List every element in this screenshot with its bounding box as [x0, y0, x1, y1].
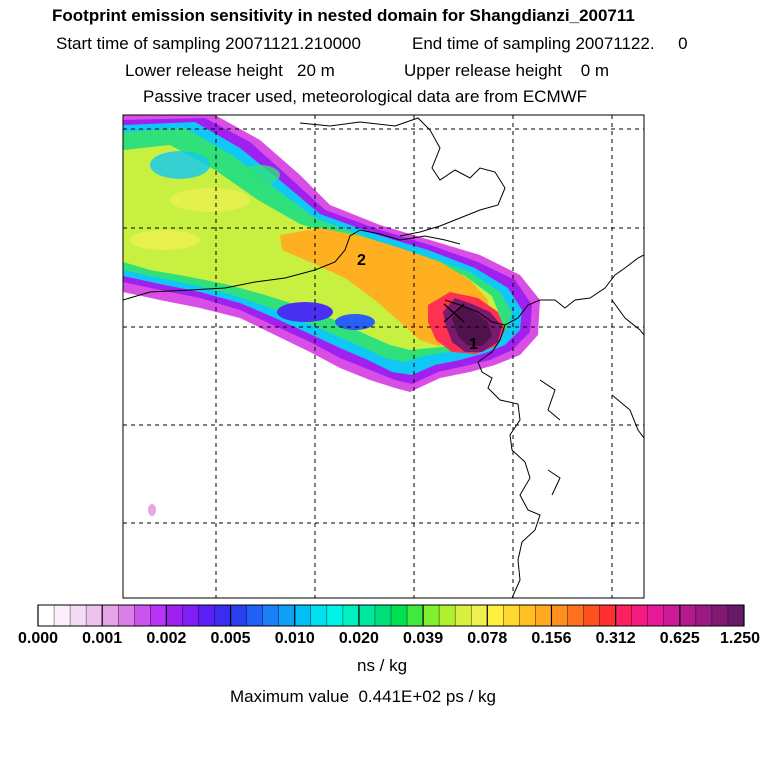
colorbar-cell — [118, 605, 135, 626]
colorbar-cell — [374, 605, 392, 626]
plume-spot-blue — [277, 302, 333, 322]
colorbar-cell — [294, 605, 312, 626]
plume-spot-cyan — [150, 151, 210, 179]
colorbar-cell — [54, 605, 71, 626]
colorbar-tick-label: 0.156 — [531, 630, 572, 647]
colorbar-cell — [102, 605, 119, 626]
colorbar-cell — [647, 605, 665, 626]
colorbar-cell — [567, 605, 585, 626]
colorbar-cell — [86, 605, 103, 626]
colorbar-tick-label: 0.020 — [338, 630, 379, 647]
colorbar-tick-label: 0.000 — [17, 630, 59, 647]
colorbar-cell — [503, 605, 520, 626]
colorbar-cell — [423, 605, 440, 626]
colorbar-cell — [214, 605, 232, 626]
colorbar-cell — [166, 605, 183, 626]
plume-spot-green — [240, 165, 280, 185]
colorbar-cell — [455, 605, 472, 626]
colorbar-cell — [262, 605, 280, 626]
coastlines — [123, 117, 644, 598]
lower-release-height-label: Lower release height 20 m — [125, 61, 335, 80]
colorbar-cell — [134, 605, 151, 626]
colorbar-cell — [182, 605, 199, 626]
start-time-label: Start time of sampling 20071121.210000 — [56, 34, 361, 53]
colorbar-cell — [695, 605, 713, 626]
colorbar-cell — [599, 605, 617, 626]
marker-label-2: 2 — [357, 252, 366, 269]
colorbar-tick-label: 0.010 — [274, 630, 315, 647]
colorbar-cell — [663, 605, 681, 626]
colorbar-cell — [278, 605, 296, 626]
colorbar-cell — [727, 605, 745, 626]
colorbar-cell — [246, 605, 264, 626]
colorbar-cell — [551, 605, 568, 626]
plume-core — [452, 306, 492, 346]
colorbar-cell — [471, 605, 488, 626]
colorbar-cell — [679, 605, 697, 626]
colorbar-cell — [711, 605, 729, 626]
map-grid — [123, 115, 644, 598]
colorbar-cell — [70, 605, 87, 626]
colorbar-cell — [310, 605, 328, 626]
upper-release-height-label: Upper release height 0 m — [404, 61, 610, 80]
isolated-spot — [148, 504, 156, 516]
plume-spot-yellow-2 — [130, 230, 200, 250]
colorbar-tick-label: 1.250 — [719, 630, 761, 647]
map-title: Footprint emission sensitivity in nested… — [52, 6, 635, 25]
colorbar-major-ticks — [37, 605, 745, 626]
colorbar-cell — [150, 605, 167, 626]
plume-spot-blue-2 — [335, 314, 375, 330]
colorbar-cell — [198, 605, 215, 626]
colorbar-tick-label: 0.039 — [403, 630, 444, 647]
colorbar-tick-label: 0.001 — [82, 630, 123, 647]
sensitivity-plume — [123, 115, 540, 516]
colorbar-tick-label: 0.002 — [146, 630, 187, 647]
colorbar-cell — [535, 605, 552, 626]
tracer-info-label: Passive tracer used, meteorological data… — [143, 87, 588, 106]
end-time-label: End time of sampling 20071122. 0 — [412, 34, 688, 53]
colorbar-cell — [519, 605, 536, 626]
x-cross-icon — [443, 303, 465, 323]
colorbar-cell — [391, 605, 408, 626]
colorbar-cell — [358, 605, 376, 626]
colorbar-cell — [439, 605, 456, 626]
colorbar-cell — [631, 605, 649, 626]
colorbar-cell — [38, 605, 55, 626]
colorbar-cell — [487, 605, 504, 626]
colorbar-cell — [326, 605, 344, 626]
colorbar-cell — [230, 605, 248, 626]
colorbar-cells — [37, 605, 745, 626]
colorbar-cell — [583, 605, 601, 626]
plume-spot-yellow — [170, 188, 250, 212]
colorbar-cell — [615, 605, 633, 626]
maximum-value-label: Maximum value 0.441E+02 ps / kg — [230, 687, 496, 706]
colorbar-tick-label: 0.005 — [210, 630, 251, 647]
map-frame — [122, 114, 645, 599]
colorbar-units: ns / kg — [357, 656, 408, 675]
colorbar-tick-label: 0.078 — [467, 630, 508, 647]
colorbar-tick-label: 0.625 — [659, 630, 700, 647]
colorbar-cell — [407, 605, 424, 626]
colorbar-cell — [342, 605, 360, 626]
colorbar-tick-label: 0.312 — [595, 630, 636, 647]
marker-label-1: 1 — [469, 336, 478, 353]
